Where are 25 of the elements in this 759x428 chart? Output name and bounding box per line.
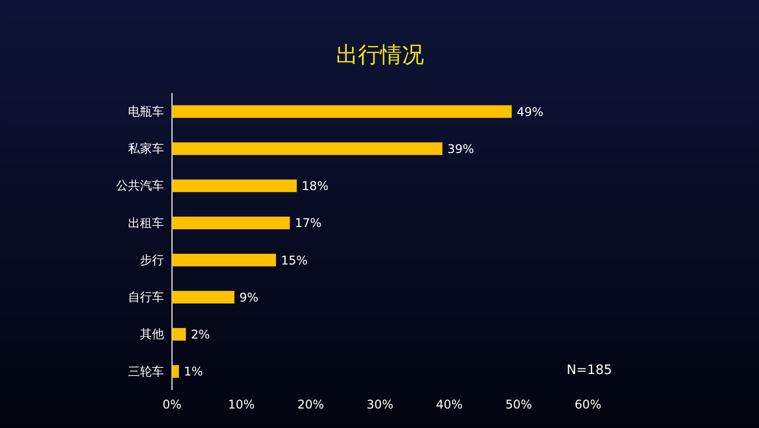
data-label: 1%	[184, 364, 203, 379]
x-tick-label: 60%	[574, 398, 602, 412]
data-label: 39%	[447, 142, 474, 156]
y-tick-label: 出租车	[128, 216, 164, 230]
x-tick-label: 40%	[436, 398, 463, 412]
data-label: 49%	[516, 104, 544, 119]
x-tick-label: 10%	[228, 398, 255, 412]
y-tick-label: 电瓶车	[128, 104, 164, 118]
chart-title: 出行情况	[336, 43, 424, 68]
y-tick-label: 其他	[140, 327, 164, 342]
y-tick-label: 自行车	[128, 290, 164, 304]
x-tick-label: 30%	[366, 398, 394, 412]
y-tick-label: 私家车	[128, 142, 164, 156]
data-label: 9%	[239, 290, 258, 304]
x-tick-label: 0%	[162, 398, 182, 412]
data-label: 2%	[190, 328, 210, 342]
data-label: 17%	[294, 216, 322, 230]
y-tick-label: 三轮车	[128, 364, 164, 378]
data-label: 15%	[281, 253, 308, 268]
x-tick-label: 20%	[297, 398, 324, 412]
y-tick-label: 公共汽车	[116, 178, 164, 193]
data-label: 18%	[302, 179, 328, 194]
y-tick-label: 步行	[140, 252, 164, 267]
annotation: N=185	[566, 363, 612, 378]
x-tick-label: 50%	[505, 398, 532, 412]
